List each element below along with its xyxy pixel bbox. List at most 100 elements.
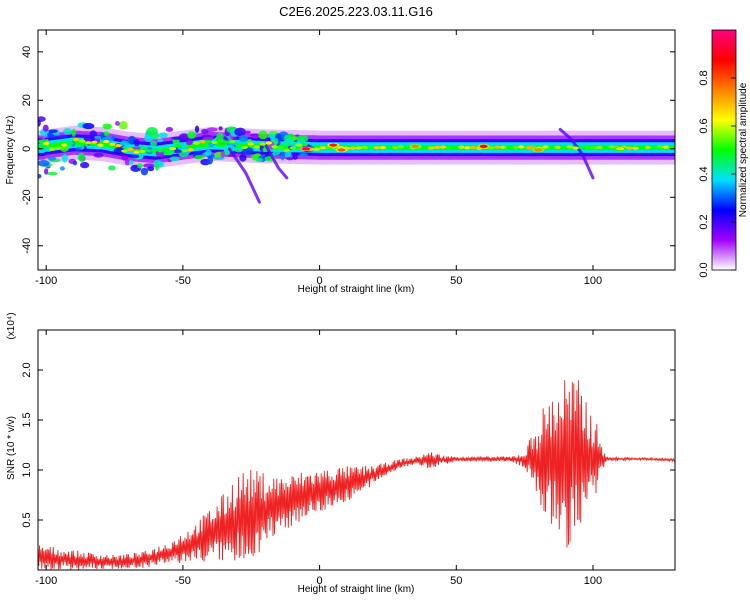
spectrum-blob xyxy=(281,141,291,147)
spectrum-blob xyxy=(111,135,116,140)
spectrum-ridge-dot xyxy=(361,145,369,150)
spectrum-peak xyxy=(337,148,346,152)
spectrogram-y-ticks: -40 -20 0 20 40 xyxy=(21,46,675,254)
spectrum-peak xyxy=(411,144,420,148)
snr-x-label: Height of straight line (km) xyxy=(298,584,415,595)
spectrum-blob xyxy=(157,138,164,143)
spectrum-blob xyxy=(158,132,168,139)
spectrum-ridge-dot xyxy=(445,146,453,150)
spectrum-ridge-dot xyxy=(43,141,50,146)
spectrum-ridge-dot xyxy=(127,148,134,152)
spectrum-blob xyxy=(286,157,294,161)
spectrum-blob xyxy=(132,146,141,150)
spectrogram-panel: -100 -50 0 50 100 -40 -20 0 20 40 Height of stra… xyxy=(5,29,676,295)
spectrum-blob xyxy=(202,137,215,141)
spectrum-ridge-dot xyxy=(427,146,435,150)
spectrum-blob xyxy=(140,167,149,176)
spectrum-ridge-dot xyxy=(157,149,164,153)
spectrum-ridge-dot xyxy=(626,146,633,150)
spectrum-ridge-dot xyxy=(121,149,128,153)
spectrogram-x-ticks: -100 -50 0 50 100 xyxy=(35,30,602,287)
y-tick-label: -20 xyxy=(21,189,33,205)
spectrum-ridge-dot xyxy=(590,146,597,150)
spectrogram-x-label: Height of straight line (km) xyxy=(298,284,415,295)
spectrum-blob xyxy=(131,165,138,169)
spectrum-ridge-dot xyxy=(229,139,236,144)
spectrum-blob xyxy=(119,140,130,147)
spectrum-ridge-dot xyxy=(602,145,609,149)
x-tick-label: 0 xyxy=(317,275,323,287)
spectrum-ridge-dot xyxy=(355,146,363,150)
spectrum-ridge-dot xyxy=(151,148,158,152)
spectrum-ridge-dot xyxy=(55,146,62,150)
spectrum-ridge-dot xyxy=(223,140,230,144)
spectrum-blob xyxy=(187,131,197,139)
spectrum-ridge-dot xyxy=(458,145,465,149)
spectrum-blob xyxy=(234,127,246,137)
spectrum-blob xyxy=(121,155,129,161)
spectrum-ridge-dot xyxy=(500,145,507,150)
spectrogram-frame xyxy=(37,29,676,271)
x-tick-label: -50 xyxy=(175,275,191,287)
snr-x-ticks: -100 -50 0 50 100 xyxy=(35,330,602,587)
spectrum-blob xyxy=(207,155,214,165)
spectrum-ridge-dot xyxy=(518,145,525,149)
spectrum-blob xyxy=(146,127,158,136)
spectrum-blob xyxy=(206,127,218,132)
spectrum-ridge-dot xyxy=(662,145,669,149)
spectrum-ridge-dot xyxy=(211,140,218,145)
spectrum-ridge-dot xyxy=(67,141,74,145)
spectrum-peak xyxy=(526,145,535,150)
spectrum-ridge-dot xyxy=(554,145,561,150)
chart-title: C2E6.2025.223.03.11.G16 xyxy=(279,4,433,19)
y-tick-label: 1.5 xyxy=(21,412,33,427)
y-tick-label: 2.0 xyxy=(21,362,33,377)
spectrum-blob xyxy=(130,154,140,159)
spectrum-blob xyxy=(139,145,148,152)
spectrum-blob xyxy=(133,138,140,147)
spectrum-ridge-dot xyxy=(494,145,501,149)
colorbar-tick-label: 0.4 xyxy=(698,166,710,181)
spectrum-blob xyxy=(292,136,299,141)
spectrum-blob xyxy=(71,128,76,137)
spectrum-blob xyxy=(75,147,82,151)
spectrum-blob xyxy=(185,139,193,146)
spectrum-ridge-dot xyxy=(283,148,290,152)
spectrum-ridge-dot xyxy=(253,145,260,149)
spectrum-ridge-dot xyxy=(391,146,399,150)
spectrum-ridge-dot xyxy=(578,145,585,149)
spectrum-ridge-dot xyxy=(277,146,284,150)
spectrum-ridge-dot xyxy=(542,145,549,149)
x-tick-label: -50 xyxy=(175,575,191,587)
spectrum-blob xyxy=(46,171,58,176)
spectrum-blob xyxy=(115,121,120,126)
spectrum-streak xyxy=(263,142,289,180)
spectrum-ridge-dot xyxy=(163,151,170,155)
spectrum-blob xyxy=(128,160,134,165)
spectrum-blob xyxy=(292,154,298,160)
spectrum-blob xyxy=(204,149,212,156)
spectrum-ridge-dot xyxy=(608,145,615,149)
spectrum-streak xyxy=(227,147,261,204)
colorbar-ticks: 0.0 0.2 0.4 0.6 0.8 xyxy=(698,70,736,278)
spectrum-ridge-dot xyxy=(403,146,411,150)
spectrum-ridge-dot xyxy=(397,145,405,149)
snr-y-multiplier: (x10⁴) xyxy=(6,312,17,339)
spectrum-ridge-dot xyxy=(295,143,303,147)
spectrum-blob xyxy=(194,154,205,160)
spectrum-blob xyxy=(296,134,309,143)
colorbar-tick-label: 0.8 xyxy=(698,70,710,85)
spectrum-blob xyxy=(298,152,308,157)
spectrum-blob xyxy=(252,134,259,139)
spectrum-blob xyxy=(284,134,291,142)
spectrum-ridge-dot xyxy=(319,146,327,150)
spectrum-peak xyxy=(329,143,338,147)
spectrum-ridge-dot xyxy=(439,145,447,149)
spectrum-blob xyxy=(218,126,223,131)
y-tick-label: -40 xyxy=(21,238,33,254)
spectrum-ridge-dot xyxy=(488,146,495,150)
x-tick-label: -100 xyxy=(35,575,57,587)
y-tick-label: 1.0 xyxy=(21,462,33,477)
spectrum-blob xyxy=(216,132,224,141)
spectrum-blob xyxy=(42,124,49,132)
